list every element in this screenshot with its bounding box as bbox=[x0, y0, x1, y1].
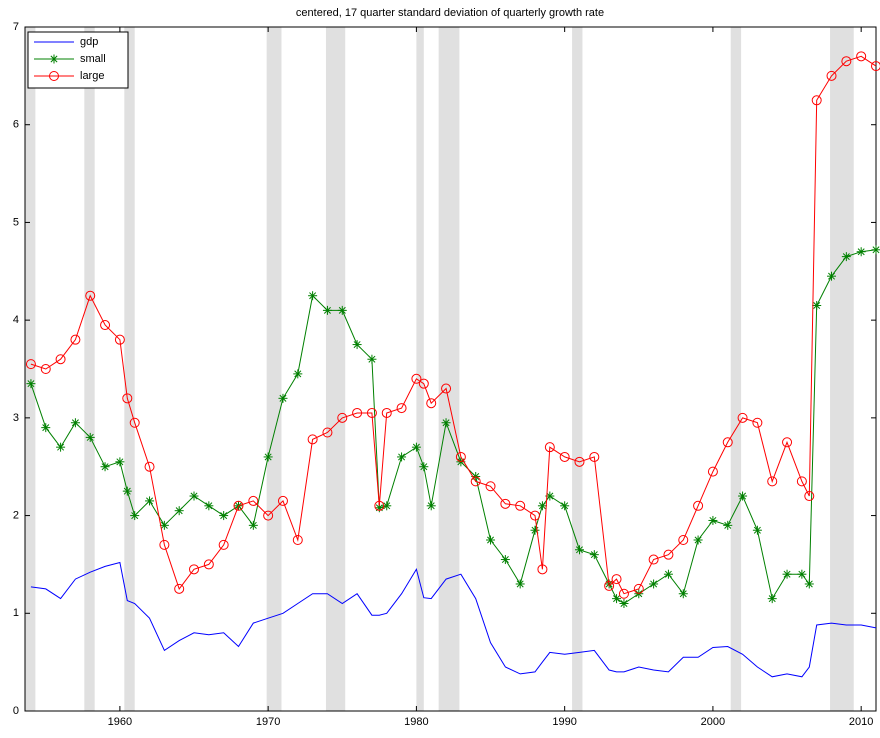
point bbox=[486, 536, 495, 545]
y-tick-label: 5 bbox=[13, 216, 19, 228]
point bbox=[590, 550, 599, 559]
y-tick-label: 6 bbox=[13, 119, 19, 131]
x-tick-label: 1960 bbox=[108, 716, 132, 728]
y-tick-label: 2 bbox=[13, 509, 19, 521]
point bbox=[353, 340, 362, 349]
point bbox=[26, 379, 35, 388]
point bbox=[805, 579, 814, 588]
legend-label: small bbox=[80, 53, 106, 65]
point bbox=[145, 496, 154, 505]
shaded-period bbox=[439, 27, 460, 711]
y-tick-label: 0 bbox=[13, 705, 19, 717]
point bbox=[419, 462, 428, 471]
y-tick-label: 3 bbox=[13, 412, 19, 424]
point bbox=[857, 247, 866, 256]
point bbox=[872, 245, 880, 254]
point bbox=[41, 423, 50, 432]
point bbox=[427, 501, 436, 510]
point bbox=[679, 589, 688, 598]
point bbox=[516, 579, 525, 588]
chart-title: centered, 17 quarter standard deviation … bbox=[296, 7, 604, 19]
shaded-period bbox=[267, 27, 282, 711]
point bbox=[249, 521, 258, 530]
x-tick-label: 1990 bbox=[552, 716, 576, 728]
y-tick-label: 7 bbox=[13, 21, 19, 33]
x-tick-label: 1980 bbox=[404, 716, 428, 728]
point bbox=[797, 570, 806, 579]
legend-box bbox=[28, 32, 128, 88]
x-tick-label: 2010 bbox=[849, 716, 873, 728]
point bbox=[649, 579, 658, 588]
x-tick-label: 1970 bbox=[256, 716, 280, 728]
point bbox=[619, 599, 628, 608]
point bbox=[664, 570, 673, 579]
shaded-period bbox=[416, 27, 423, 711]
shaded-period bbox=[830, 27, 854, 711]
point bbox=[293, 369, 302, 378]
point bbox=[204, 501, 213, 510]
point bbox=[560, 501, 569, 510]
shaded-period bbox=[572, 27, 582, 711]
point bbox=[753, 526, 762, 535]
point bbox=[694, 536, 703, 545]
shaded-period bbox=[124, 27, 134, 711]
y-tick-label: 1 bbox=[13, 607, 19, 619]
point bbox=[264, 452, 273, 461]
shaded-period bbox=[731, 27, 741, 711]
point bbox=[442, 418, 451, 427]
point bbox=[101, 462, 110, 471]
legend-label: large bbox=[80, 70, 104, 82]
point bbox=[501, 555, 510, 564]
point bbox=[130, 511, 139, 520]
point bbox=[338, 306, 347, 315]
y-tick-label: 4 bbox=[13, 314, 19, 326]
point bbox=[190, 492, 199, 501]
shaded-period bbox=[326, 27, 345, 711]
point bbox=[397, 452, 406, 461]
point bbox=[115, 457, 124, 466]
shaded-period bbox=[84, 27, 94, 711]
point bbox=[278, 394, 287, 403]
point bbox=[812, 301, 821, 310]
point bbox=[531, 526, 540, 535]
legend-marker bbox=[50, 55, 59, 64]
point bbox=[367, 355, 376, 364]
point bbox=[219, 511, 228, 520]
point bbox=[56, 443, 65, 452]
x-tick-label: 2000 bbox=[701, 716, 725, 728]
point bbox=[768, 594, 777, 603]
point bbox=[123, 487, 132, 496]
point bbox=[708, 516, 717, 525]
point bbox=[412, 443, 421, 452]
point bbox=[308, 291, 317, 300]
point bbox=[783, 570, 792, 579]
point bbox=[323, 306, 332, 315]
point bbox=[827, 272, 836, 281]
legend-label: gdp bbox=[80, 36, 98, 48]
